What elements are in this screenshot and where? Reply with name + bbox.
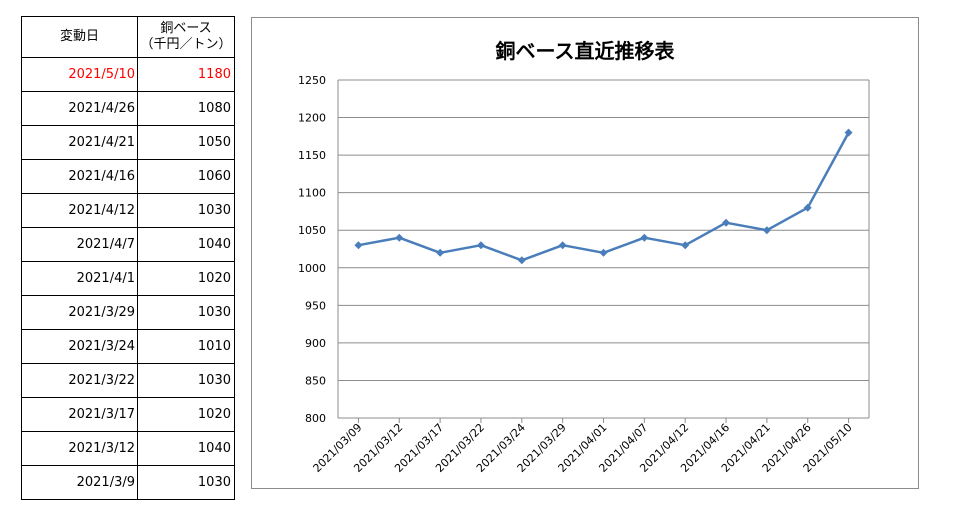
table-row: 2021/3/22 1030 <box>21 363 235 398</box>
date-cell: 2021/3/24 <box>21 329 138 364</box>
data-point <box>640 233 649 242</box>
y-tick-label: 900 <box>305 337 326 350</box>
data-point <box>599 248 608 257</box>
price-cell: 1180 <box>137 57 235 92</box>
date-cell: 2021/3/22 <box>21 363 138 398</box>
table-header-row: 変動日 銅ベース （千円／トン） <box>21 16 235 58</box>
y-tick-label: 1150 <box>298 149 326 162</box>
header-value-line2: （千円／トン） <box>140 37 232 52</box>
price-cell: 1050 <box>137 125 235 160</box>
table-body: 2021/5/10 1180 2021/4/26 1080 2021/4/21 1050 2… <box>21 57 235 500</box>
date-cell: 2021/3/9 <box>21 465 138 500</box>
price-cell: 1030 <box>137 465 235 500</box>
price-cell: 1080 <box>137 91 235 126</box>
table-row: 2021/4/7 1040 <box>21 227 235 262</box>
date-cell: 2021/3/29 <box>21 295 138 330</box>
date-cell: 2021/4/12 <box>21 193 138 228</box>
series-line <box>358 132 850 262</box>
line-chart: 8008509009501000105011001150120012502021… <box>298 74 870 475</box>
table-row: 2021/4/21 1050 <box>21 125 235 160</box>
table-row: 2021/3/17 1020 <box>21 397 235 432</box>
price-cell: 1040 <box>137 227 235 262</box>
y-tick-label: 1200 <box>298 112 326 125</box>
data-point <box>354 241 363 250</box>
table-row: 2021/3/9 1030 <box>21 465 235 500</box>
price-cell: 1060 <box>137 159 235 194</box>
data-point <box>517 256 526 265</box>
price-cell: 1040 <box>137 431 235 466</box>
table-row: 2021/4/26 1080 <box>21 91 235 126</box>
header-value-line1: 銅ベース <box>160 21 212 36</box>
date-cell: 2021/4/21 <box>21 125 138 160</box>
data-point <box>762 226 771 235</box>
header-value: 銅ベース （千円／トン） <box>137 16 235 58</box>
data-point <box>681 241 690 250</box>
date-cell: 2021/3/12 <box>21 431 138 466</box>
chart-title: 銅ベース直近推移表 <box>495 39 675 63</box>
date-cell: 2021/4/7 <box>21 227 138 262</box>
y-tick-label: 1050 <box>298 224 326 237</box>
date-cell: 2021/3/17 <box>21 397 138 432</box>
date-cell: 2021/4/16 <box>21 159 138 194</box>
table-row: 2021/5/10 1180 <box>21 57 235 92</box>
data-point <box>722 218 731 227</box>
data-point <box>844 128 853 137</box>
data-point <box>803 203 812 212</box>
y-tick-label: 850 <box>305 374 326 387</box>
date-cell: 2021/4/1 <box>21 261 138 296</box>
date-cell: 2021/5/10 <box>21 57 138 92</box>
date-cell: 2021/4/26 <box>21 91 138 126</box>
table-row: 2021/4/16 1060 <box>21 159 235 194</box>
chart-area: 800 850 900 950 1000 1050 1100 1150 1200 1250 2021… <box>251 17 919 489</box>
y-tick-label: 1000 <box>298 262 326 275</box>
data-point <box>436 248 445 257</box>
data-point <box>476 241 485 250</box>
price-cell: 1020 <box>137 261 235 296</box>
y-tick-label: 1100 <box>298 187 326 200</box>
table-row: 2021/4/1 1020 <box>21 261 235 296</box>
table-row: 2021/3/12 1040 <box>21 431 235 466</box>
y-tick-label: 1250 <box>298 74 326 87</box>
price-cell: 1030 <box>137 295 235 330</box>
table-row: 2021/3/29 1030 <box>21 295 235 330</box>
data-point <box>558 241 567 250</box>
data-point <box>395 233 404 242</box>
table-row: 2021/4/12 1030 <box>21 193 235 228</box>
price-table: 変動日 銅ベース （千円／トン） 2021/5/10 1180 2021/4/26 1… <box>21 16 235 500</box>
price-cell: 1030 <box>137 193 235 228</box>
price-cell: 1010 <box>137 329 235 364</box>
table-row: 2021/3/24 1010 <box>21 329 235 364</box>
price-cell: 1020 <box>137 397 235 432</box>
y-tick-label: 800 <box>305 412 326 425</box>
price-cell: 1030 <box>137 363 235 398</box>
header-date: 変動日 <box>21 16 138 58</box>
y-tick-label: 950 <box>305 299 326 312</box>
